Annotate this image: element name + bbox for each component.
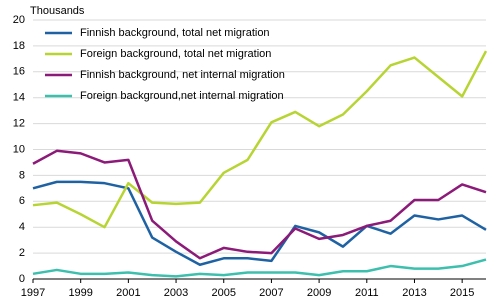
y-tick-label: 2	[19, 247, 25, 259]
legend-label: Foreign background,net internal migratio…	[80, 90, 284, 102]
series-line	[32, 258, 487, 278]
x-tick-label: 2005	[211, 287, 235, 299]
x-tick-label: 2001	[116, 287, 140, 299]
x-tick-label: 2003	[164, 287, 188, 299]
y-tick-label: 0	[19, 273, 25, 285]
x-tick-label: 2009	[307, 287, 331, 299]
y-axis-label: Thousands	[30, 5, 85, 17]
legend-label: Finnish background, total net migration	[80, 27, 270, 39]
series-line	[32, 149, 487, 260]
y-tick-label: 12	[13, 118, 25, 130]
y-tick-label: 8	[19, 169, 25, 181]
y-tick-label: 18	[13, 40, 25, 52]
legend-label: Finnish background, net internal migrati…	[80, 69, 285, 81]
y-tick-label: 14	[13, 92, 25, 104]
y-tick-label: 6	[19, 195, 25, 207]
series-line	[32, 180, 487, 267]
y-tick-label: 4	[19, 221, 25, 233]
x-tick-label: 2015	[450, 287, 474, 299]
x-tick-label: 2011	[355, 287, 379, 299]
x-tick-label: 1999	[68, 287, 92, 299]
y-tick-label: 16	[13, 66, 25, 78]
series-line	[32, 50, 488, 229]
y-tick-label: 10	[13, 143, 25, 155]
legend-label: Foreign background, total net migration	[80, 48, 271, 60]
x-tick-label: 2007	[259, 287, 283, 299]
y-tick-label: 20	[13, 14, 25, 26]
x-tick-label: 1997	[21, 287, 45, 299]
x-tick-label: 2013	[402, 287, 426, 299]
